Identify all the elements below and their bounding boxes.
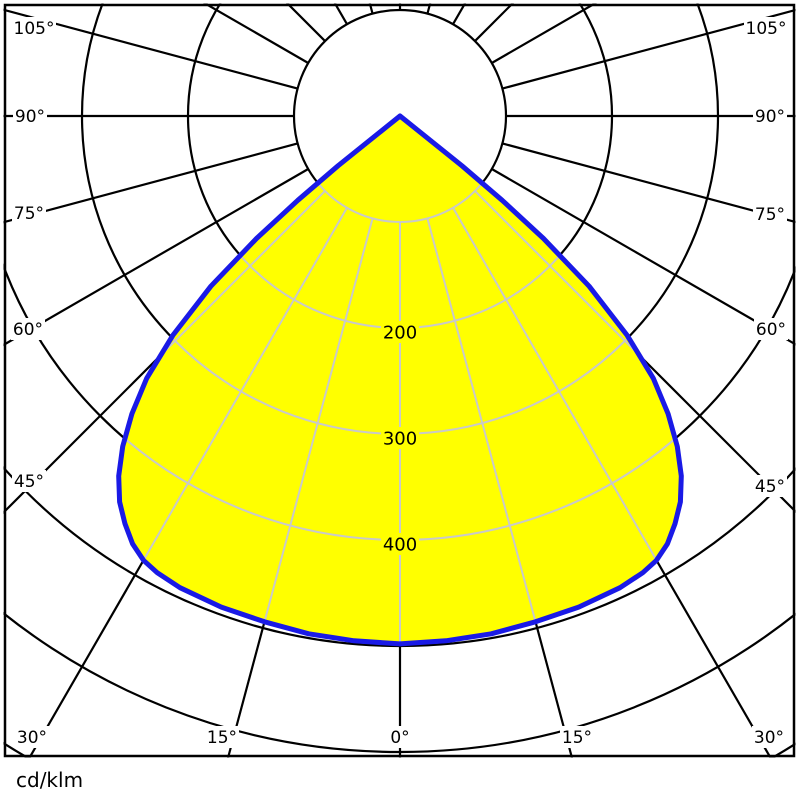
- grid-radial-inner: [119, 207, 348, 602]
- radius-label: 300: [383, 429, 417, 450]
- angle-label-bg: [753, 203, 787, 225]
- radius-label-bg: [381, 533, 419, 555]
- grid-radial: [368, 3, 374, 14]
- grid-radial: [3, 8, 298, 90]
- angle-label-bg: [744, 17, 788, 39]
- angle-label: 90°: [755, 107, 785, 127]
- radius-label-bg: [381, 427, 419, 449]
- grid-radial: [502, 142, 796, 224]
- unit-label: cd/klm: [16, 768, 84, 792]
- angle-label-bg: [753, 475, 787, 497]
- angle-label-bg: [13, 105, 47, 127]
- distribution-curve: [116, 113, 684, 647]
- angle-label-bg: [205, 726, 239, 748]
- angle-label: 30°: [754, 728, 784, 748]
- angle-label: 105°: [14, 19, 55, 39]
- radius-label: 400: [383, 535, 417, 556]
- angle-label-bg: [753, 105, 787, 127]
- angle-label-bg: [15, 726, 49, 748]
- grid-radial: [3, 142, 298, 224]
- radius-label: 200: [383, 323, 417, 344]
- radius-label-bg: [381, 321, 419, 343]
- angle-label-bg: [388, 726, 412, 748]
- angle-label: 15°: [562, 728, 592, 748]
- angle-label-bg: [754, 318, 788, 340]
- angle-label: 105°: [746, 19, 787, 39]
- angle-label: 15°: [207, 728, 237, 748]
- angle-label: 45°: [14, 472, 44, 492]
- angle-label: 45°: [755, 477, 785, 497]
- grid-radial-inner: [426, 218, 546, 644]
- grid-radial: [502, 8, 796, 90]
- angle-label-bg: [752, 726, 786, 748]
- grid-radial: [491, 168, 796, 346]
- grid-radial: [426, 3, 432, 14]
- angle-label-bg: [560, 726, 594, 748]
- angle-label: 0°: [390, 728, 409, 748]
- grid-radial-inner: [254, 218, 374, 644]
- angle-label-bg: [11, 318, 45, 340]
- angle-label-bg: [12, 202, 46, 224]
- plot-border: [3, 3, 796, 758]
- angle-label: 90°: [15, 107, 45, 127]
- angle-label: 75°: [14, 204, 44, 224]
- angle-label: 60°: [756, 320, 786, 340]
- angle-label: 60°: [13, 320, 43, 340]
- angle-label: 30°: [17, 728, 47, 748]
- angle-label-bg: [12, 17, 56, 39]
- grid-radial: [3, 168, 309, 347]
- grid-radial-inner: [452, 207, 681, 602]
- angle-label: 75°: [755, 205, 785, 225]
- angle-label-bg: [12, 470, 46, 492]
